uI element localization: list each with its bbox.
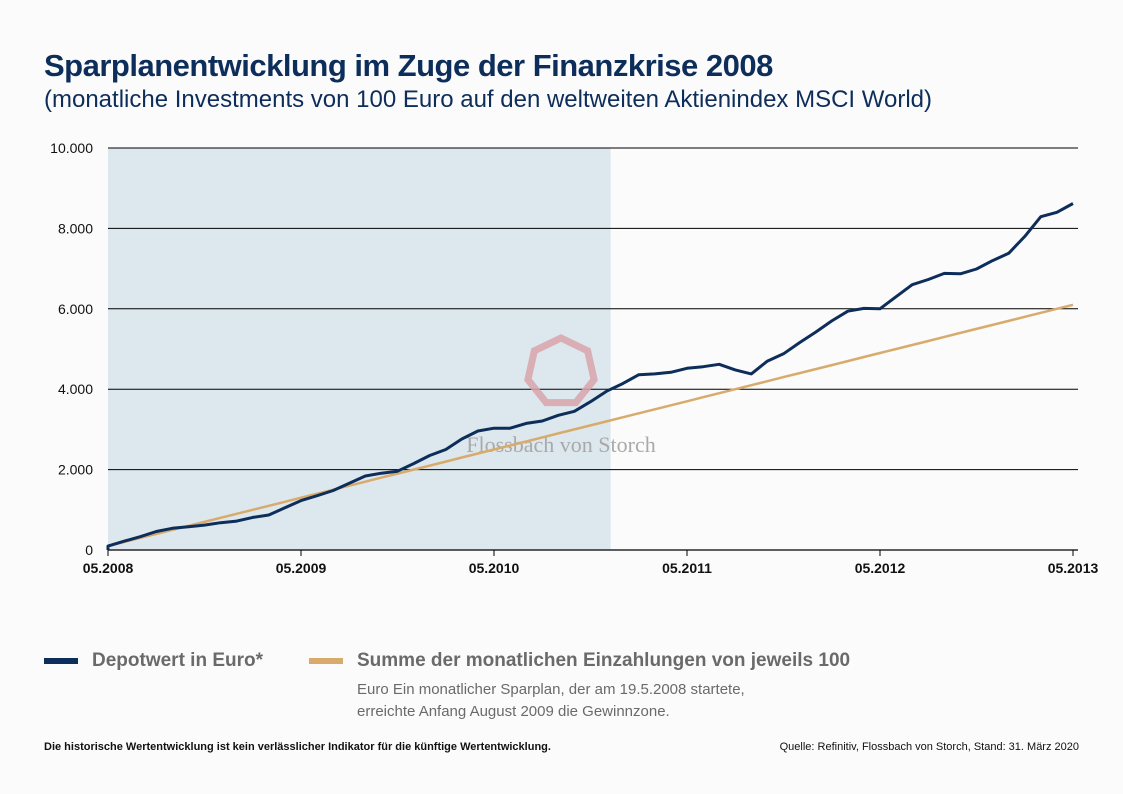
y-tick-label: 8.000	[58, 220, 93, 236]
legend-swatch-depot	[44, 657, 78, 664]
legend-note: Euro Ein monatlicher Sparplan, der am 19…	[357, 679, 745, 723]
x-tick-label: 05.2011	[662, 560, 712, 576]
legend-item-summe: Summe der monatlichen Einzahlungen von j…	[309, 650, 850, 672]
y-tick-label: 4.000	[58, 381, 93, 397]
disclaimer: Die historische Wertentwicklung ist kein…	[44, 741, 551, 753]
note-line-2: erreichte Anfang August 2009 die Gewinnz…	[357, 703, 670, 720]
x-tick-label: 05.2008	[83, 560, 134, 576]
legend-swatch-summe	[309, 657, 343, 664]
y-tick-label: 2.000	[58, 462, 93, 478]
x-tick-label: 05.2009	[276, 560, 327, 576]
x-tick-label: 05.2012	[855, 560, 906, 576]
chart-subtitle: (monatliche Investments von 100 Euro auf…	[44, 86, 932, 113]
legend-label-depot: Depotwert in Euro*	[92, 650, 264, 671]
series-line-summe	[106, 303, 1074, 550]
note-line-1: Euro Ein monatlicher Sparplan, der am 19…	[357, 681, 745, 698]
series-line-depot	[106, 202, 1074, 550]
watermark-text: Flossbach von Storch	[466, 432, 655, 457]
y-tick-label: 10.000	[50, 140, 93, 156]
chart-title: Sparplanentwicklung im Zuge der Finanzkr…	[44, 48, 773, 83]
source-note: Quelle: Refinitiv, Flossbach von Storch,…	[779, 741, 1079, 753]
y-tick-label: 0	[85, 542, 93, 558]
legend-label-summe: Summe der monatlichen Einzahlungen von j…	[357, 650, 851, 671]
watermark-logo-icon	[524, 334, 598, 407]
legend-item-depot: Depotwert in Euro*	[44, 650, 263, 672]
y-tick-label: 6.000	[58, 301, 93, 317]
x-tick-label: 05.2013	[1048, 560, 1099, 576]
x-tick-label: 05.2010	[469, 560, 520, 576]
